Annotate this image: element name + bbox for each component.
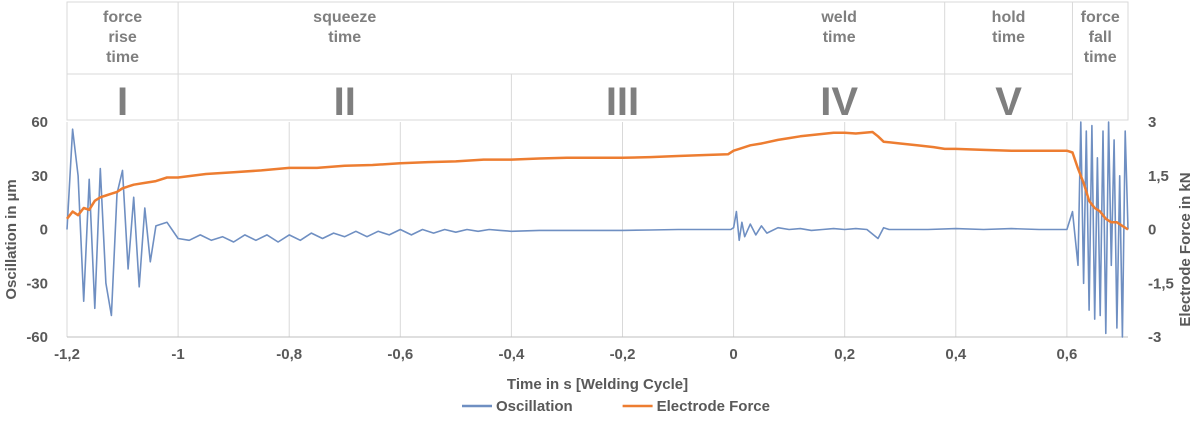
legend-label: Electrode Force xyxy=(657,398,770,415)
y-left-tick-label: -60 xyxy=(26,329,48,346)
y-right-tick-label: -3 xyxy=(1148,329,1161,346)
y-left-tick-label: 60 xyxy=(31,114,48,131)
phase-numeral: III xyxy=(606,80,639,124)
phase-title-line: rise xyxy=(108,29,137,46)
y-left-tick-label: 30 xyxy=(31,168,48,185)
phase-title: force fall time xyxy=(1081,9,1120,66)
x-tick-label: 0 xyxy=(729,346,737,363)
x-tick-label: -1 xyxy=(171,346,184,363)
phase-title-line: time xyxy=(1084,49,1117,66)
phase-numeral: I xyxy=(117,80,128,124)
y-right-axis-title: Electrode Force in kN xyxy=(1177,172,1194,326)
phase-title-line: squeeze xyxy=(313,9,376,26)
legend-label: Oscillation xyxy=(496,398,573,415)
phase-title: weld time xyxy=(820,9,857,46)
phase-title-line: force xyxy=(103,9,142,26)
phase-title-line: time xyxy=(328,29,361,46)
y-left-tick-label: 0 xyxy=(40,222,48,239)
phase-title: force rise time xyxy=(103,9,142,66)
phase-numeral: IV xyxy=(820,80,858,124)
x-tick-label: -0,4 xyxy=(498,346,525,363)
y-right-tick-label: 3 xyxy=(1148,114,1156,131)
x-tick-label: -0,8 xyxy=(276,346,302,363)
phase-title-line: time xyxy=(992,29,1025,46)
series-line-electrode-force xyxy=(66,130,1129,231)
y-right-tick-label: 1,5 xyxy=(1148,168,1169,185)
phase-title-line: weld xyxy=(820,9,857,26)
phase-title-line: time xyxy=(106,49,139,66)
phase-title-line: fall xyxy=(1089,29,1112,46)
x-axis-title: Time in s [Welding Cycle] xyxy=(507,376,688,393)
y-right-tick-label: 0 xyxy=(1148,222,1156,239)
phase-title: hold time xyxy=(992,9,1026,46)
phase-table-frame xyxy=(66,1,1129,121)
axes: -1,2 -1 -0,8 -0,6 -0,4 -0,2 0 0,2 0,4 0,660300-30… xyxy=(3,114,1194,393)
phase-title: squeeze time xyxy=(313,9,376,46)
y-right-tick-label: -1,5 xyxy=(1148,275,1174,292)
phase-numeral: II xyxy=(334,80,356,124)
plot-area xyxy=(66,121,1129,338)
phase-numeral: V xyxy=(995,80,1022,124)
phase-title-line: force xyxy=(1081,9,1120,26)
phase-title-line: time xyxy=(823,29,856,46)
y-left-tick-label: -30 xyxy=(26,275,48,292)
x-tick-label: -1,2 xyxy=(54,346,80,363)
x-tick-label: -0,6 xyxy=(387,346,413,363)
x-tick-label: 0,4 xyxy=(945,346,967,363)
x-tick-label: 0,2 xyxy=(834,346,855,363)
x-tick-label: -0,2 xyxy=(610,346,636,363)
x-tick-label: 0,6 xyxy=(1056,346,1077,363)
legend: Oscillation Electrode Force xyxy=(462,398,770,415)
y-left-axis-title: Oscillation in µm xyxy=(3,179,20,299)
series-line-oscillation xyxy=(66,121,1129,338)
phase-title-line: hold xyxy=(992,9,1026,26)
